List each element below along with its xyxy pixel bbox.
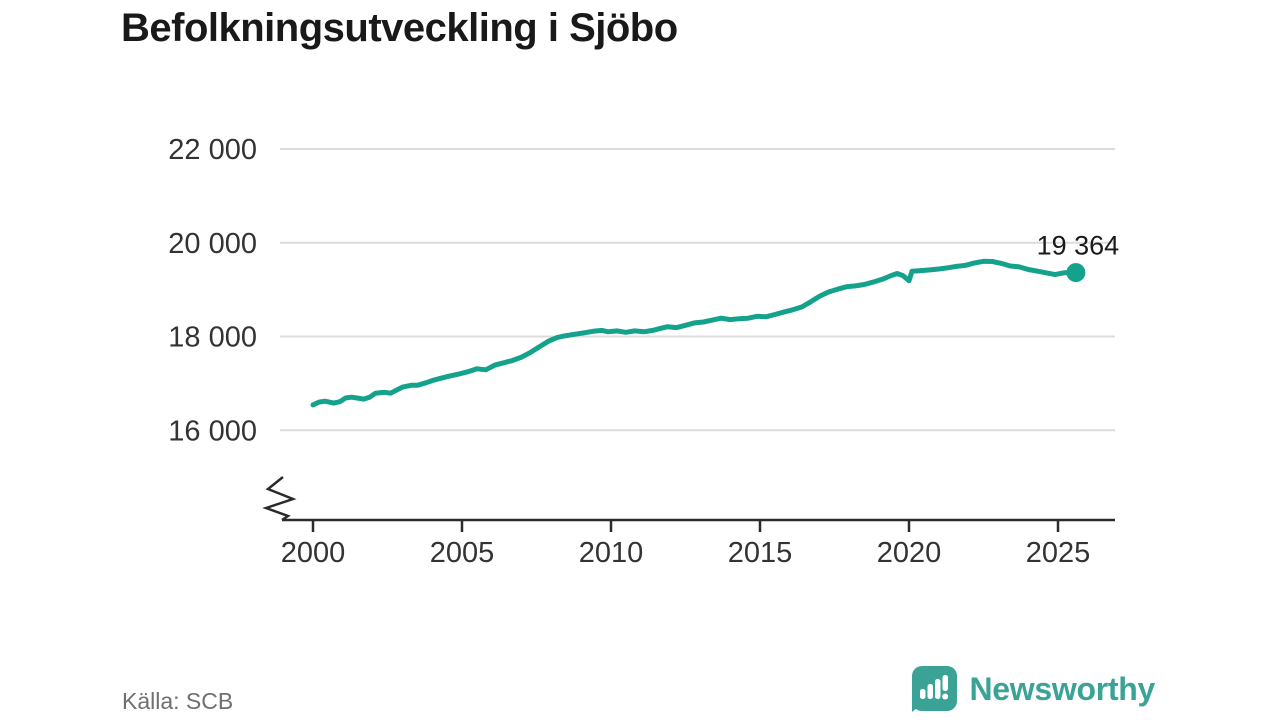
population-series-line [310, 258, 1079, 408]
y-axis-tick-label: 20 000 [168, 228, 257, 260]
page-title: Befolkningsutveckling i Sjöbo [121, 6, 678, 50]
x-axis-tick-label: 2020 [877, 537, 942, 569]
y-axis-tick-label: 18 000 [168, 322, 257, 354]
x-axis-tick-label: 2015 [728, 537, 793, 569]
y-axis-tick-label: 16 000 [168, 415, 257, 447]
x-axis-tick-label: 2005 [430, 537, 495, 569]
source-label: Källa: SCB [122, 688, 234, 714]
y-axis-tick-label: 22 000 [168, 134, 257, 166]
newsworthy-badge-icon [911, 666, 957, 712]
x-axis-tick-label: 2010 [579, 537, 644, 569]
last-point-marker [1066, 263, 1086, 283]
brand-name: Newsworthy [969, 670, 1156, 707]
x-axis-tick-label: 2025 [1026, 537, 1091, 569]
x-axis-tick-label: 2000 [281, 537, 346, 569]
axis-break-icon [262, 476, 297, 522]
last-value-label: 19 364 [1037, 231, 1120, 261]
brand-logo: Newsworthy [911, 664, 1156, 714]
